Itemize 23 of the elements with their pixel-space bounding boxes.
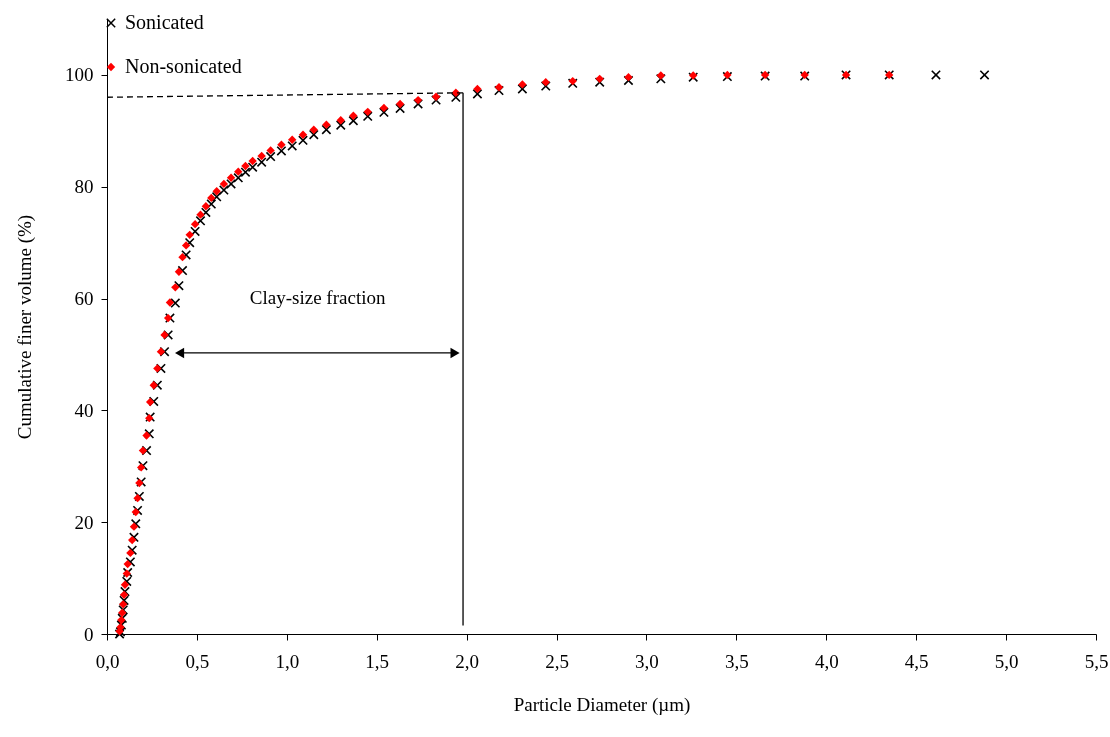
x-tick-label: 0,5 xyxy=(185,650,210,672)
annotation: Clay-size fraction xyxy=(249,287,386,309)
x-tick-label: 5,0 xyxy=(994,650,1019,672)
x-axis-title: Particle Diameter (µm) xyxy=(513,693,691,716)
y-axis-title: Cumulative finer volume (%) xyxy=(14,214,36,440)
x-tick-label: 2,5 xyxy=(545,650,569,672)
y-tick-label: 0 xyxy=(84,623,94,645)
legend-label: Non-sonicated xyxy=(125,55,242,77)
y-tick-label: 80 xyxy=(74,176,94,198)
x-tick-label: 1,0 xyxy=(275,650,300,672)
y-tick-label: 20 xyxy=(74,511,94,533)
x-tick-label: 3,5 xyxy=(724,650,749,672)
x-tick-label: 1,5 xyxy=(365,650,390,672)
x-tick-label: 2,0 xyxy=(455,650,480,672)
x-tick-label: 3,0 xyxy=(635,650,659,672)
x-tick-label: 4,0 xyxy=(814,650,839,672)
x-tick-label: 5,5 xyxy=(1084,650,1109,672)
legend-label: Sonicated xyxy=(125,11,204,33)
x-tick-label: 0,0 xyxy=(95,650,120,672)
y-tick-label: 100 xyxy=(65,64,94,86)
x-tick-label: 4,5 xyxy=(904,650,929,672)
y-tick-label: 40 xyxy=(74,399,94,421)
y-tick-label: 60 xyxy=(74,288,94,310)
